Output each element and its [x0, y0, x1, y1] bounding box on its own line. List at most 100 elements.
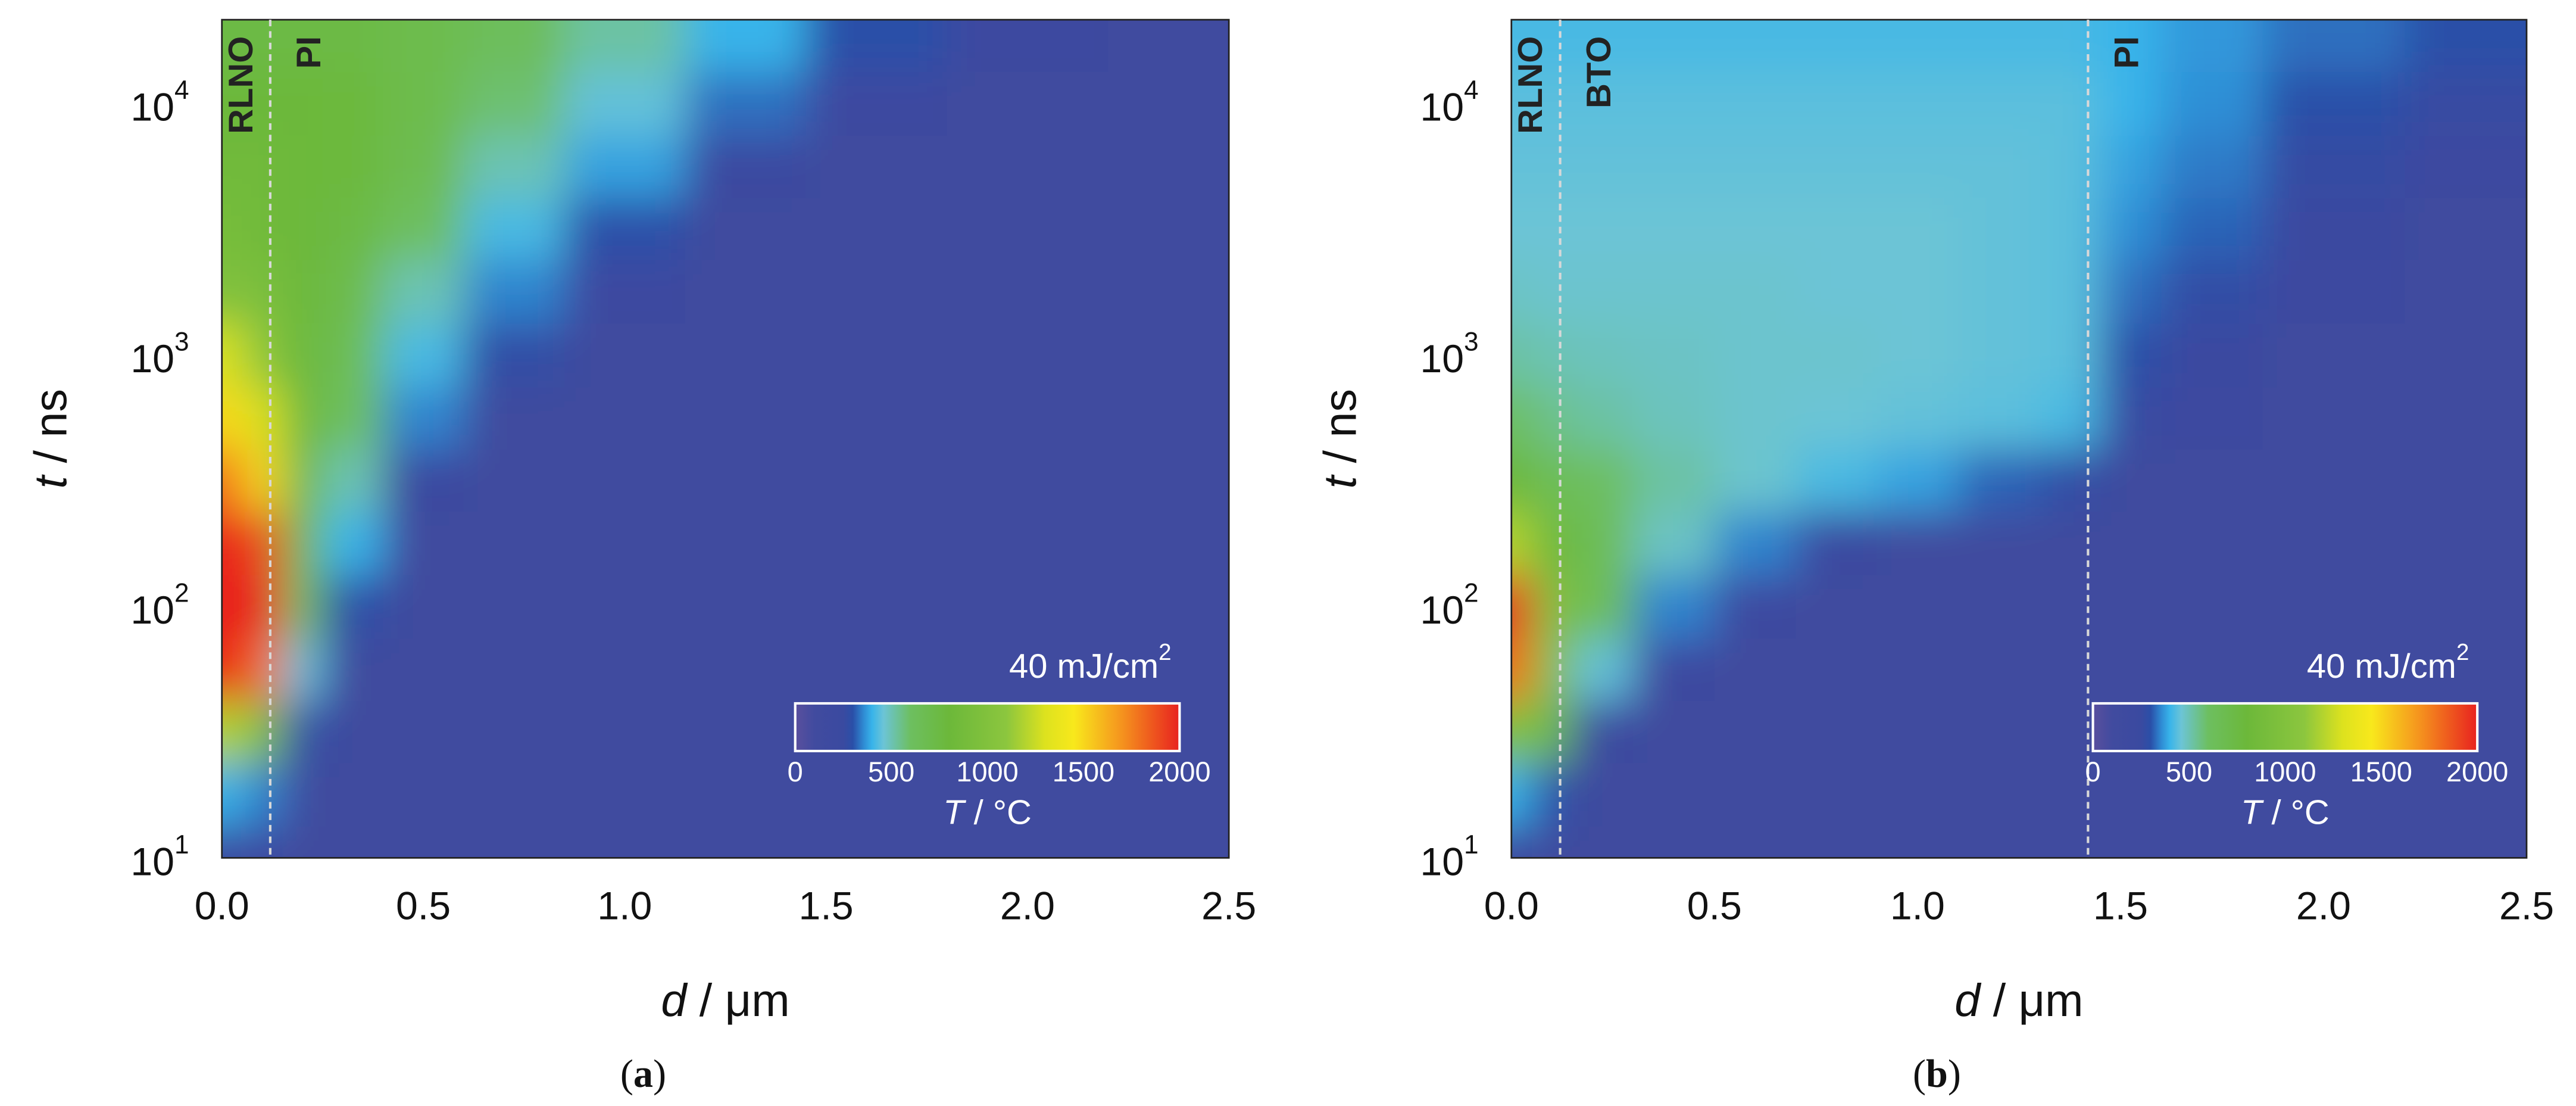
colorbar — [794, 702, 1181, 753]
heat-cell — [564, 762, 686, 827]
heat-cell — [1714, 71, 1797, 136]
heat-cell — [564, 20, 686, 72]
heat-cell — [2262, 448, 2406, 512]
heat-cell — [1572, 574, 1634, 639]
heat-cell — [1572, 386, 1634, 450]
heat-cell — [2405, 510, 2527, 575]
heat-cell — [1572, 135, 1634, 198]
heat-cell — [242, 510, 283, 575]
heat-cell — [1531, 259, 1573, 324]
x-tick-label: 2.0 — [1000, 884, 1055, 928]
heat-cell — [564, 574, 686, 639]
heat-cell — [1796, 386, 1878, 450]
heat-cell — [2405, 448, 2527, 512]
heat-cell — [1633, 322, 1716, 388]
heat-cell — [1958, 825, 2040, 858]
symbol: d — [661, 975, 688, 1026]
heat-cell — [947, 762, 1109, 827]
heat-cell — [242, 322, 283, 388]
x-tick-label: 1.5 — [799, 884, 854, 928]
heat-cell — [564, 510, 686, 575]
heat-cell — [564, 71, 686, 136]
heat-cell — [947, 322, 1109, 388]
heat-cell — [463, 574, 566, 639]
tick-base: 10 — [130, 588, 174, 633]
heat-cell — [322, 510, 384, 575]
heat-cell — [685, 700, 807, 764]
heat-cell — [1511, 638, 1533, 702]
heat-cell — [1714, 322, 1797, 388]
heat-cell — [221, 574, 243, 639]
heat-cell — [1108, 638, 1229, 702]
heat-cell — [1958, 448, 2040, 512]
heat-cell — [282, 322, 324, 388]
tick-base: 10 — [1420, 85, 1464, 129]
heat-cell — [221, 259, 243, 324]
heat-cell — [2039, 197, 2102, 260]
heat-cell — [564, 638, 686, 702]
heat-cell — [1572, 197, 1634, 260]
heat-cell — [1876, 259, 1959, 324]
heat-cell — [2262, 135, 2406, 198]
colorbar — [2091, 702, 2479, 753]
heat-cell — [242, 762, 283, 827]
heat-cell — [221, 700, 243, 764]
heat-cell — [282, 762, 324, 827]
heat-cell — [1958, 386, 2040, 450]
heat-cell — [322, 448, 384, 512]
heat-cell — [805, 574, 948, 639]
heat-cell — [1633, 20, 1716, 72]
heat-cell — [947, 386, 1109, 450]
heat-cell — [2405, 259, 2527, 324]
heat-cell — [2262, 197, 2406, 260]
heat-cell — [383, 825, 465, 858]
heat-cell — [1958, 259, 2040, 324]
heat-cell — [1572, 700, 1634, 764]
tick-exponent: 1 — [1464, 830, 1479, 859]
heat-cell — [1958, 20, 2040, 72]
heat-cell — [221, 386, 243, 450]
heat-cell — [2039, 574, 2102, 639]
heat-cell — [947, 448, 1109, 512]
heat-cell — [685, 448, 807, 512]
heat-cell — [2161, 259, 2264, 324]
heat-cell — [1796, 197, 1878, 260]
heat-cell — [463, 700, 566, 764]
heat-cell — [383, 448, 465, 512]
unit: / ns — [26, 389, 77, 476]
colorbar-tick-label: 1500 — [1053, 756, 1114, 787]
heat-cell — [463, 71, 566, 136]
symbol: d — [1954, 975, 1981, 1026]
tick-exponent: 2 — [174, 578, 189, 607]
heat-cell — [1714, 259, 1797, 324]
heat-cell — [1958, 322, 2040, 388]
heat-cell — [282, 448, 324, 512]
heatmap-cells — [221, 20, 1229, 858]
heat-cell — [463, 135, 566, 198]
x-tick-label: 2.5 — [2499, 884, 2554, 928]
heat-cell — [2039, 448, 2102, 512]
heat-cell — [1633, 510, 1716, 575]
heat-cell — [1876, 700, 1959, 764]
heat-cell — [2100, 448, 2162, 512]
heat-cell — [685, 322, 807, 388]
tick-base: 10 — [1420, 588, 1464, 633]
heat-cell — [1511, 71, 1533, 136]
heat-cell — [2161, 386, 2264, 450]
heat-cell — [282, 638, 324, 702]
heat-cell — [1531, 322, 1573, 388]
heat-cell — [1796, 510, 1878, 575]
heat-cell — [1876, 574, 1959, 639]
heat-cell — [2161, 135, 2264, 198]
heat-cell — [1958, 135, 2040, 198]
x-tick-label: 0.5 — [1687, 884, 1742, 928]
colorbar-label: T / °C — [943, 794, 1032, 832]
heat-cell — [1531, 574, 1573, 639]
heat-cell — [1511, 762, 1533, 827]
heat-cell — [383, 135, 465, 198]
panel: RLNO BTO PI0.0 0.5 1.0 1.5 2.0 2.5101102103104d… — [1315, 18, 2554, 1096]
heat-cell — [1796, 700, 1878, 764]
heat-cell — [463, 762, 566, 827]
heat-cell — [1572, 762, 1634, 827]
